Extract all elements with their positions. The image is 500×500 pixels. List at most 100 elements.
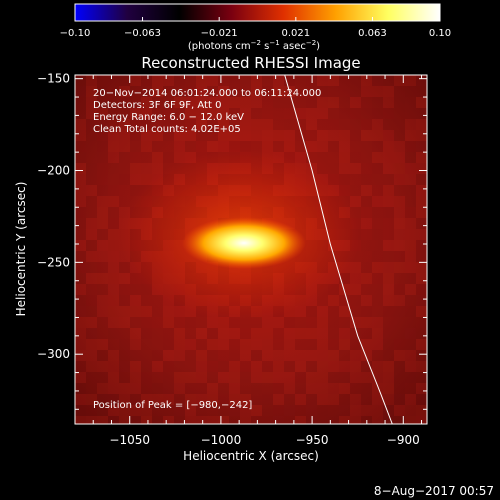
image-pixel bbox=[328, 152, 339, 163]
image-pixel bbox=[207, 383, 218, 394]
image-pixel bbox=[86, 262, 97, 273]
image-pixel bbox=[174, 75, 185, 86]
image-pixel bbox=[295, 361, 306, 372]
image-pixel bbox=[372, 416, 383, 424]
image-pixel bbox=[383, 152, 394, 163]
image-pixel bbox=[240, 328, 251, 339]
image-pixel bbox=[416, 372, 427, 383]
image-pixel bbox=[262, 108, 273, 119]
colorbar-ticks bbox=[74, 17, 441, 21]
image-pixel bbox=[394, 328, 405, 339]
y-axis: −150 −200 −250 −300 bbox=[37, 72, 427, 410]
image-pixel bbox=[152, 108, 163, 119]
image-pixel bbox=[86, 328, 97, 339]
image-pixel bbox=[295, 141, 306, 152]
image-pixel bbox=[240, 97, 251, 108]
image-pixel bbox=[229, 416, 240, 424]
image-pixel bbox=[383, 141, 394, 152]
image-pixel bbox=[295, 383, 306, 394]
image-pixel bbox=[185, 339, 196, 350]
image-pixel bbox=[218, 86, 229, 97]
image-pixel bbox=[86, 383, 97, 394]
image-pixel bbox=[361, 163, 372, 174]
image-pixel bbox=[284, 152, 295, 163]
y-tick-label: −150 bbox=[37, 72, 70, 86]
image-pixel bbox=[97, 317, 108, 328]
image-pixel bbox=[97, 251, 108, 262]
image-pixel bbox=[306, 86, 317, 97]
image-pixel bbox=[361, 86, 372, 97]
image-pixel bbox=[405, 339, 416, 350]
image-pixel bbox=[108, 361, 119, 372]
image-pixel bbox=[405, 372, 416, 383]
image-pixel bbox=[229, 394, 240, 405]
image-pixel bbox=[361, 229, 372, 240]
image-pixel bbox=[295, 119, 306, 130]
image-pixel bbox=[295, 306, 306, 317]
image-pixel bbox=[350, 405, 361, 416]
image-pixel bbox=[97, 339, 108, 350]
image-pixel bbox=[240, 383, 251, 394]
image-pixel bbox=[240, 75, 251, 86]
image-pixel bbox=[174, 339, 185, 350]
image-pixel bbox=[141, 317, 152, 328]
image-pixel bbox=[86, 284, 97, 295]
image-pixel bbox=[174, 119, 185, 130]
image-pixel bbox=[394, 75, 405, 86]
image-pixel bbox=[196, 119, 207, 130]
image-pixel bbox=[240, 141, 251, 152]
image-pixel bbox=[295, 86, 306, 97]
image-pixel bbox=[372, 350, 383, 361]
image-pixel bbox=[240, 405, 251, 416]
image-pixel bbox=[97, 229, 108, 240]
y-tick-label: −200 bbox=[37, 164, 70, 178]
image-pixel bbox=[141, 174, 152, 185]
image-pixel bbox=[306, 306, 317, 317]
image-pixel bbox=[306, 141, 317, 152]
image-pixel bbox=[383, 229, 394, 240]
image-pixel bbox=[240, 119, 251, 130]
image-pixel bbox=[108, 130, 119, 141]
image-pixel bbox=[86, 372, 97, 383]
image-pixel bbox=[339, 372, 350, 383]
image-pixel bbox=[251, 317, 262, 328]
image-pixel bbox=[251, 141, 262, 152]
image-pixel bbox=[97, 119, 108, 130]
image-pixel bbox=[416, 119, 427, 130]
image-pixel bbox=[207, 372, 218, 383]
image-pixel bbox=[339, 130, 350, 141]
image-pixel bbox=[240, 339, 251, 350]
image-pixel bbox=[207, 361, 218, 372]
image-pixel bbox=[339, 394, 350, 405]
image-pixel bbox=[229, 86, 240, 97]
image-pixel bbox=[229, 350, 240, 361]
image-pixel bbox=[361, 262, 372, 273]
image-pixel bbox=[75, 328, 86, 339]
image-pixel bbox=[284, 317, 295, 328]
image-pixel bbox=[130, 416, 141, 424]
image-pixel bbox=[372, 405, 383, 416]
image-pixel bbox=[383, 383, 394, 394]
image-pixel bbox=[350, 416, 361, 424]
image-pixel bbox=[405, 350, 416, 361]
image-pixel bbox=[306, 405, 317, 416]
image-pixel bbox=[130, 174, 141, 185]
image-pixel bbox=[108, 273, 119, 284]
image-pixel bbox=[108, 262, 119, 273]
image-pixel bbox=[218, 350, 229, 361]
image-pixel bbox=[196, 361, 207, 372]
image-pixel bbox=[97, 328, 108, 339]
image-pixel bbox=[361, 328, 372, 339]
image-pixel bbox=[163, 405, 174, 416]
image-pixel bbox=[119, 284, 130, 295]
image-pixel bbox=[394, 229, 405, 240]
image-pixel bbox=[361, 383, 372, 394]
image-pixel bbox=[273, 75, 284, 86]
image-pixel bbox=[273, 383, 284, 394]
image-pixel bbox=[130, 405, 141, 416]
image-pixel bbox=[75, 361, 86, 372]
image-pixel bbox=[75, 240, 86, 251]
image-pixel bbox=[405, 196, 416, 207]
image-pixel bbox=[141, 284, 152, 295]
image-pixel bbox=[86, 218, 97, 229]
